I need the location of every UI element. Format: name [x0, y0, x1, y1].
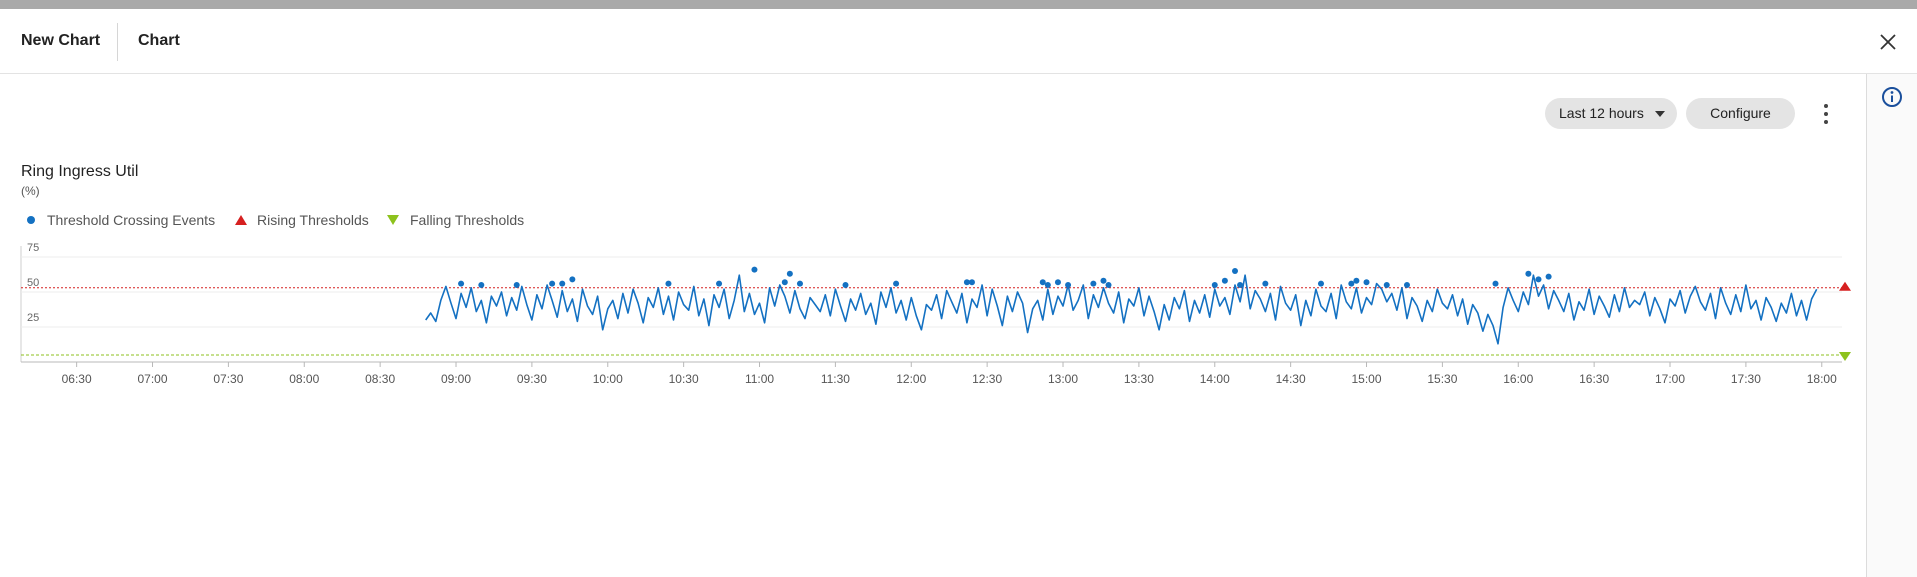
event-point [1317, 280, 1324, 287]
x-tick-label: 10:30 [669, 372, 699, 386]
x-tick-label: 17:00 [1655, 372, 1685, 386]
event-point [1065, 282, 1072, 288]
x-tick-label: 07:00 [138, 372, 168, 386]
event-point [842, 282, 849, 288]
time-range-label: Last 12 hours [1559, 105, 1644, 121]
event-point [1403, 282, 1410, 288]
event-point [513, 282, 520, 288]
event-point [1348, 280, 1355, 287]
rising-threshold-marker [1839, 281, 1851, 291]
event-point [1383, 282, 1390, 288]
x-tick-label: 12:00 [896, 372, 926, 386]
x-tick-label: 11:30 [821, 372, 850, 386]
x-tick-label: 14:30 [1276, 372, 1306, 386]
event-point [665, 280, 672, 287]
x-tick-label: 13:00 [1048, 372, 1078, 386]
x-tick-label: 11:00 [745, 372, 774, 386]
x-tick-label: 10:00 [593, 372, 623, 386]
x-tick-label: 18:00 [1807, 372, 1837, 386]
event-point [716, 280, 723, 287]
event-point [1492, 280, 1499, 287]
event-point [781, 279, 788, 286]
ring-ingress-chart: 25 50 75 06:30 07:00 07:30 08:00 08:30 09:00 09:3… [20, 242, 1851, 386]
x-tick-label: 08:00 [289, 372, 319, 386]
x-tick-label: 14:00 [1200, 372, 1230, 386]
close-icon[interactable] [1875, 29, 1901, 55]
y-tick-label: 75 [27, 242, 39, 254]
event-point [1221, 277, 1228, 284]
x-tick-label: 15:30 [1427, 372, 1457, 386]
event-point [1545, 273, 1552, 280]
more-vert-icon[interactable] [1818, 100, 1834, 128]
event-point [549, 280, 556, 287]
x-tick-label: 09:30 [517, 372, 547, 386]
time-range-dropdown[interactable]: Last 12 hours [1545, 98, 1677, 129]
y-tick-label: 50 [27, 277, 39, 289]
tab-new-chart[interactable]: New Chart [21, 32, 101, 49]
event-point [1054, 279, 1061, 286]
legend-falling-triangle-icon [387, 215, 399, 225]
series-line [425, 274, 1818, 345]
tab-chart[interactable]: Chart [138, 32, 180, 49]
header-divider [117, 23, 118, 61]
event-point [1353, 277, 1360, 284]
x-tick-label: 08:30 [365, 372, 395, 386]
x-tick-label: 07:30 [213, 372, 243, 386]
x-tick-label: 09:00 [441, 372, 471, 386]
event-point [1044, 282, 1051, 288]
legend-events-dot-icon [27, 216, 35, 224]
legend-label-events[interactable]: Threshold Crossing Events [47, 212, 216, 228]
chart-unit: (%) [21, 184, 40, 198]
legend-label-falling[interactable]: Falling Thresholds [410, 212, 525, 228]
event-point [786, 270, 793, 277]
chart-title: Ring Ingress Util [21, 163, 139, 180]
event-point [1535, 276, 1542, 283]
x-tick-label: 16:00 [1503, 372, 1533, 386]
legend-label-rising[interactable]: Rising Thresholds [257, 212, 369, 228]
event-point [1100, 277, 1107, 284]
legend-rising-triangle-icon [235, 215, 247, 225]
x-tick-label: 16:30 [1579, 372, 1609, 386]
event-point [1039, 279, 1046, 286]
right-side-panel [1866, 74, 1917, 577]
info-icon[interactable] [1881, 86, 1903, 108]
event-point [1211, 282, 1218, 288]
event-point [1262, 280, 1269, 287]
event-point [1090, 280, 1097, 287]
event-point [559, 280, 566, 287]
event-point [458, 280, 465, 287]
x-tick-label: 15:00 [1352, 372, 1382, 386]
window-top-strip [0, 0, 1917, 9]
event-point [1232, 268, 1238, 274]
event-point [1237, 282, 1244, 288]
x-tick-label: 12:30 [972, 372, 1002, 386]
event-point [569, 276, 576, 283]
event-point [893, 280, 900, 287]
event-point [796, 280, 803, 287]
x-tick-label: 13:30 [1124, 372, 1154, 386]
event-point [1363, 279, 1370, 286]
caret-down-icon [1655, 111, 1665, 117]
configure-button[interactable]: Configure [1686, 98, 1795, 129]
x-tick-label: 17:30 [1731, 372, 1761, 386]
event-point [478, 282, 485, 288]
event-point [968, 279, 975, 286]
falling-threshold-marker [1839, 352, 1851, 361]
y-tick-label: 25 [27, 312, 39, 324]
event-point [963, 279, 970, 286]
event-point [1105, 282, 1112, 288]
event-point [1525, 270, 1532, 277]
event-point [751, 266, 758, 273]
x-tick-label: 06:30 [62, 372, 92, 386]
chart-header: New Chart Chart [0, 9, 1917, 74]
